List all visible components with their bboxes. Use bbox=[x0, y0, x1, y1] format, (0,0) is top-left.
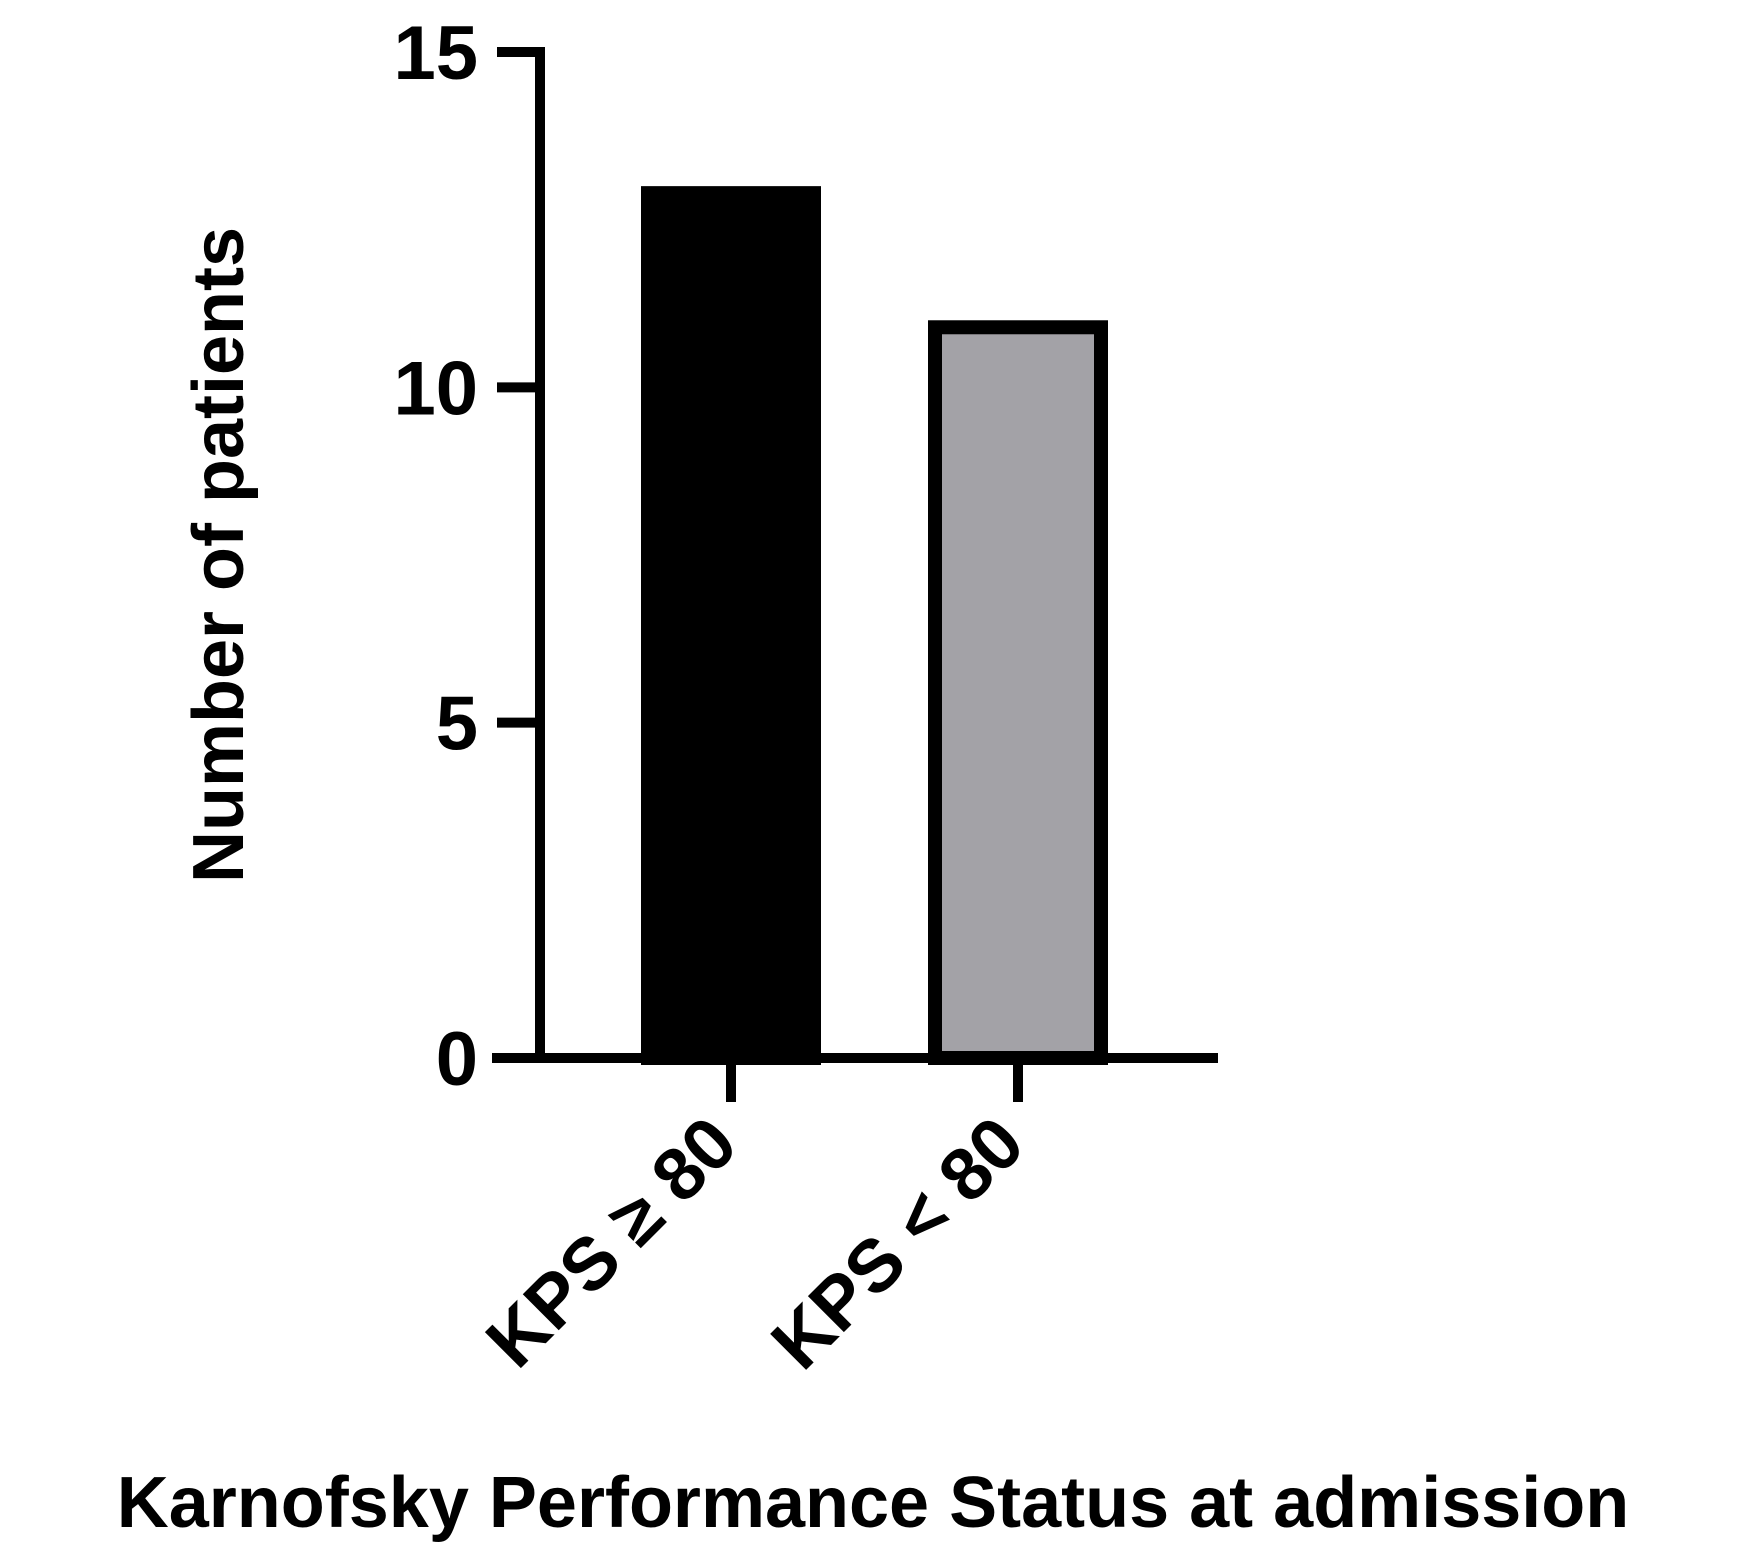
y-tick-label: 5 bbox=[436, 682, 478, 767]
y-tick-label: 10 bbox=[393, 346, 478, 431]
x-ticks-group: KPS ≥ 80 KPS < 80 bbox=[470, 1058, 1039, 1385]
y-tick-label: 15 bbox=[393, 11, 478, 96]
bar bbox=[641, 186, 821, 1065]
y-tick-label: 0 bbox=[436, 1017, 478, 1102]
axes-group bbox=[492, 47, 1218, 1063]
x-tick-label: KPS < 80 bbox=[755, 1101, 1039, 1385]
bar bbox=[928, 320, 1108, 1065]
y-ticks-group: 0 5 10 15 bbox=[393, 11, 540, 1102]
bars-group bbox=[641, 186, 1108, 1065]
x-axis-label: Karnofsky Performance Status at admissio… bbox=[117, 1463, 1630, 1543]
x-tick-label: KPS ≥ 80 bbox=[470, 1101, 752, 1383]
y-axis-label: Number of patients bbox=[179, 227, 259, 883]
